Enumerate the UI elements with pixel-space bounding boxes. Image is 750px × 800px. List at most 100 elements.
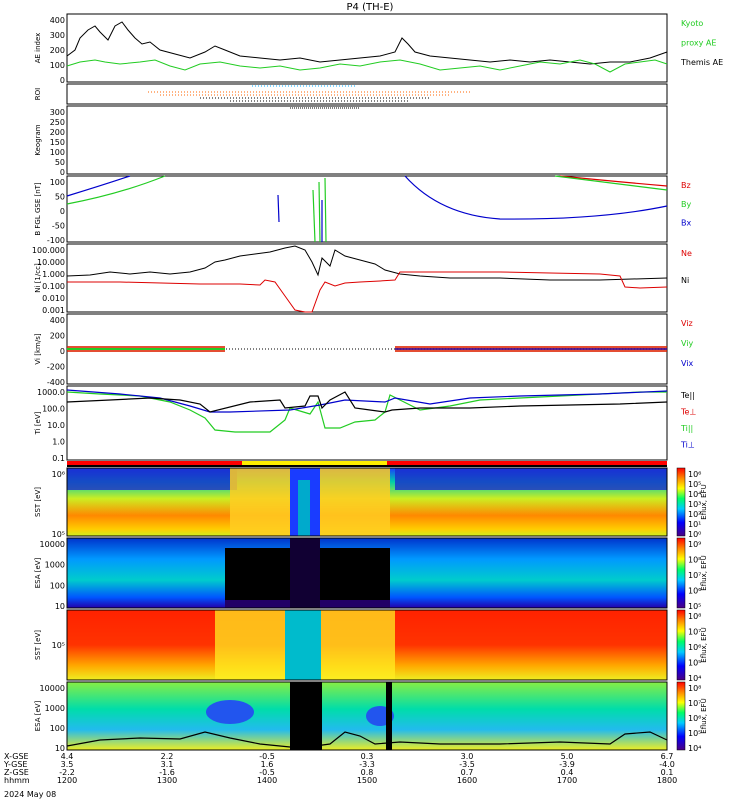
ephemeris-value: 0.8: [361, 768, 374, 777]
temperature-curves: [66, 389, 668, 433]
esa-ion-spectrogram: [66, 681, 668, 751]
legend-bfgl: Bx: [681, 219, 691, 228]
ephemeris-value: 2.2: [161, 752, 174, 761]
colorbar-tick: 10⁹: [688, 540, 701, 549]
colorbar-tick: 10⁶: [688, 714, 701, 723]
legend-ni: Ne: [681, 249, 692, 258]
density-curves: [66, 245, 668, 313]
legend-ti: Te||: [680, 391, 695, 400]
ephemeris-value: -3.9: [559, 760, 575, 769]
tick-label: 0: [60, 168, 65, 177]
ephemeris-value: -3.5: [459, 760, 475, 769]
tick-label: 0.1: [52, 454, 65, 463]
ephemeris-value: 3.5: [61, 760, 74, 769]
ylabel-ae: AE index: [34, 33, 42, 64]
legend-ae: proxy AE: [681, 38, 716, 47]
tick-label: 100: [50, 148, 65, 157]
colorbar-label: Eflux, EFU: [700, 698, 708, 733]
colorbar-tick: 10²: [688, 510, 701, 519]
tick-label: 300: [50, 108, 65, 117]
ephemeris-value: 0.3: [361, 752, 374, 761]
ylabel-bfgl: B FGL GSE [nT]: [34, 182, 42, 236]
tick-label: -400: [47, 378, 65, 387]
tick-label: 0: [60, 347, 65, 356]
mode-bar-yellow: [67, 461, 667, 465]
legend-bfgl: By: [681, 200, 691, 209]
ephemeris-value: -0.5: [259, 768, 275, 777]
ylabel-esa_e: ESA [eV]: [34, 557, 42, 588]
kyoto-proxy-ae-line: [66, 59, 668, 73]
panel-frames: [66, 13, 668, 461]
tick-label: 300: [50, 31, 65, 40]
ephemeris-value: 1500: [357, 776, 377, 785]
tick-label: 10000: [40, 684, 65, 693]
colorbar-label: Eflux, EFU: [700, 627, 708, 662]
esa-electron-spectrogram: [66, 537, 668, 609]
ephemeris-value: -0.5: [259, 752, 275, 761]
tick-label: 0: [60, 207, 65, 216]
colorbar-tick: 10⁶: [688, 587, 701, 596]
tick-label: 200: [50, 332, 65, 341]
tick-label: 100: [50, 581, 65, 590]
tick-label: 0: [60, 76, 65, 85]
colorbar-label: Eflux, EFU: [700, 555, 708, 590]
themis-ae-line: [66, 21, 668, 65]
tick-label: 250: [50, 118, 65, 127]
ephemeris-value: 6.7: [661, 752, 674, 761]
ephemeris-label: Z-GSE: [4, 768, 29, 777]
tick-label: 400: [50, 316, 65, 325]
tick-label: -200: [47, 363, 65, 372]
colorbars: [676, 467, 686, 751]
tick-label: 100: [50, 724, 65, 733]
colorbar-tick: 10³: [688, 500, 701, 509]
roi-traces: [148, 85, 470, 102]
legend-bfgl: Bz: [681, 181, 691, 190]
tick-label: 1.000: [42, 270, 65, 279]
colorbar-tick: 10⁷: [688, 628, 701, 637]
ephemeris-value: 0.4: [561, 768, 574, 777]
tick-label: 10000: [40, 540, 65, 549]
colorbar-tick: 10⁸: [688, 684, 701, 693]
ylabel-vi: Vi [km/s]: [34, 333, 42, 364]
legend-vi: Viy: [681, 339, 694, 348]
colorbar-tick: 10¹: [688, 520, 701, 529]
tick-label: 10: [55, 602, 65, 611]
colorbar-tick: 10⁴: [688, 674, 701, 683]
ephemeris-value: 4.4: [61, 752, 74, 761]
tick-label: 200: [50, 46, 65, 55]
ephemeris-value: 1300: [157, 776, 177, 785]
ylabel-roi: ROI: [34, 88, 42, 100]
tick-label: 10⁶: [52, 470, 65, 479]
colorbar-tick: 10⁵: [688, 659, 701, 668]
ephemeris-label: hhmm: [4, 776, 30, 785]
ephemeris-value: 1800: [657, 776, 677, 785]
legend-ni: Ni: [681, 276, 689, 285]
b-field-curves: [66, 175, 668, 243]
tick-label: 10⁵: [52, 530, 65, 539]
ephemeris-value: 3.1: [161, 760, 174, 769]
ephemeris-value: 0.1: [661, 768, 674, 777]
colorbar-tick: 10⁷: [688, 699, 701, 708]
mode-bar-red-right: [387, 461, 667, 465]
colorbar-tick: 10⁴: [688, 490, 701, 499]
tick-label: 400: [50, 16, 65, 25]
ephemeris-value: 0.7: [461, 768, 474, 777]
ephemeris-value: 1600: [457, 776, 477, 785]
ylabel-ti: Ti [eV]: [34, 411, 42, 435]
tick-label: 0.010: [42, 294, 65, 303]
ephemeris-value: -2.2: [59, 768, 75, 777]
colorbar-tick: 10⁵: [688, 480, 701, 489]
tick-label: 10⁵: [52, 641, 65, 650]
legend-vi: Vix: [681, 359, 694, 368]
ephemeris-value: 1400: [257, 776, 277, 785]
velocity-curves: [67, 346, 667, 352]
ylabel-sst_i: SST [eV]: [34, 630, 42, 660]
ephemeris-table: X-GSE 4.4 2.2 -0.5 0.3 3.0 5.0 6.7 Y-GSE 3.5 3.1 1.…: [3, 752, 677, 785]
tick-label: -50: [52, 222, 65, 231]
colorbar-tick: 10⁴: [688, 744, 701, 753]
tick-label: 1000.0: [37, 388, 65, 397]
sst-ion-spectrogram: [66, 609, 668, 681]
tick-label: 50: [55, 193, 65, 202]
